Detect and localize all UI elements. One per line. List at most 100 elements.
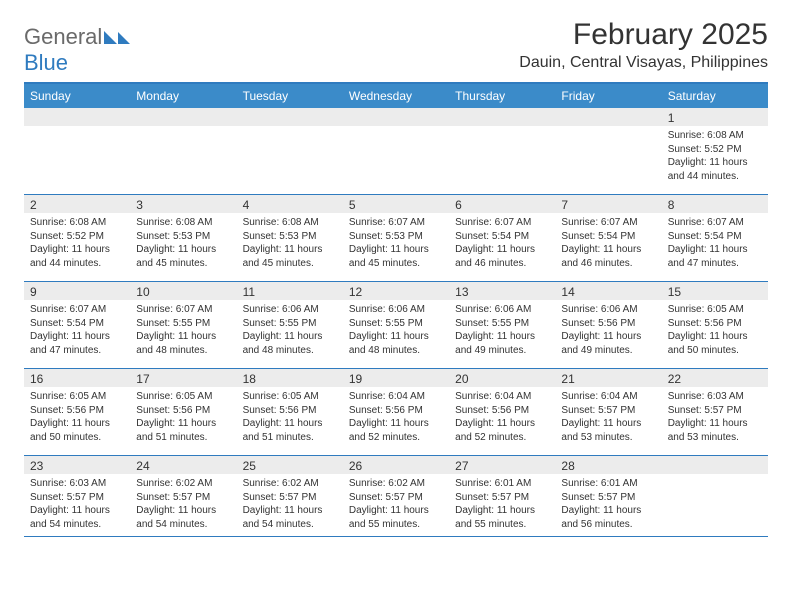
daylight-text: Daylight: 11 hours and 52 minutes. <box>349 417 443 444</box>
sunrise-text: Sunrise: 6:06 AM <box>243 303 337 317</box>
sunrise-text: Sunrise: 6:05 AM <box>30 390 124 404</box>
day-cell: 27Sunrise: 6:01 AMSunset: 5:57 PMDayligh… <box>449 456 555 536</box>
day-cell: 10Sunrise: 6:07 AMSunset: 5:55 PMDayligh… <box>130 282 236 368</box>
daylight-text: Daylight: 11 hours and 48 minutes. <box>243 330 337 357</box>
sunset-text: Sunset: 5:56 PM <box>243 404 337 418</box>
daylight-text: Daylight: 11 hours and 46 minutes. <box>561 243 655 270</box>
day-cell: 20Sunrise: 6:04 AMSunset: 5:56 PMDayligh… <box>449 369 555 455</box>
sunrise-text: Sunrise: 6:05 AM <box>136 390 230 404</box>
day-number: 17 <box>130 369 236 387</box>
daylight-text: Daylight: 11 hours and 45 minutes. <box>349 243 443 270</box>
sunrise-text: Sunrise: 6:05 AM <box>243 390 337 404</box>
sunrise-text: Sunrise: 6:07 AM <box>561 216 655 230</box>
week-row: 16Sunrise: 6:05 AMSunset: 5:56 PMDayligh… <box>24 369 768 456</box>
day-number <box>555 108 661 126</box>
weekday-header: Friday <box>555 84 661 108</box>
day-cell: 18Sunrise: 6:05 AMSunset: 5:56 PMDayligh… <box>237 369 343 455</box>
daylight-text: Daylight: 11 hours and 48 minutes. <box>136 330 230 357</box>
day-cell: 5Sunrise: 6:07 AMSunset: 5:53 PMDaylight… <box>343 195 449 281</box>
sunset-text: Sunset: 5:56 PM <box>30 404 124 418</box>
day-cell: 22Sunrise: 6:03 AMSunset: 5:57 PMDayligh… <box>662 369 768 455</box>
sunrise-text: Sunrise: 6:01 AM <box>561 477 655 491</box>
day-number: 10 <box>130 282 236 300</box>
day-number: 23 <box>24 456 130 474</box>
sunset-text: Sunset: 5:57 PM <box>136 491 230 505</box>
sunrise-text: Sunrise: 6:06 AM <box>561 303 655 317</box>
sunrise-text: Sunrise: 6:02 AM <box>136 477 230 491</box>
sunset-text: Sunset: 5:54 PM <box>455 230 549 244</box>
week-row: 2Sunrise: 6:08 AMSunset: 5:52 PMDaylight… <box>24 195 768 282</box>
daylight-text: Daylight: 11 hours and 50 minutes. <box>30 417 124 444</box>
weekday-header: Tuesday <box>237 84 343 108</box>
sunrise-text: Sunrise: 6:03 AM <box>668 390 762 404</box>
logo-word-blue: Blue <box>24 50 68 75</box>
weekday-header-row: Sunday Monday Tuesday Wednesday Thursday… <box>24 84 768 108</box>
daylight-text: Daylight: 11 hours and 51 minutes. <box>136 417 230 444</box>
sunset-text: Sunset: 5:56 PM <box>561 317 655 331</box>
sunset-text: Sunset: 5:56 PM <box>455 404 549 418</box>
sunrise-text: Sunrise: 6:04 AM <box>561 390 655 404</box>
sunrise-text: Sunrise: 6:08 AM <box>243 216 337 230</box>
day-cell: 8Sunrise: 6:07 AMSunset: 5:54 PMDaylight… <box>662 195 768 281</box>
header: General Blue February 2025 Dauin, Centra… <box>24 18 768 76</box>
sunrise-text: Sunrise: 6:07 AM <box>349 216 443 230</box>
day-cell: 28Sunrise: 6:01 AMSunset: 5:57 PMDayligh… <box>555 456 661 536</box>
daylight-text: Daylight: 11 hours and 44 minutes. <box>30 243 124 270</box>
day-number: 21 <box>555 369 661 387</box>
day-number: 6 <box>449 195 555 213</box>
day-number: 11 <box>237 282 343 300</box>
sunrise-text: Sunrise: 6:08 AM <box>30 216 124 230</box>
day-cell: 15Sunrise: 6:05 AMSunset: 5:56 PMDayligh… <box>662 282 768 368</box>
day-cell <box>130 108 236 194</box>
daylight-text: Daylight: 11 hours and 48 minutes. <box>349 330 443 357</box>
day-number: 13 <box>449 282 555 300</box>
logo: General Blue <box>24 18 130 76</box>
day-number <box>662 456 768 474</box>
day-number: 2 <box>24 195 130 213</box>
title-block: February 2025 Dauin, Central Visayas, Ph… <box>519 18 768 72</box>
sunset-text: Sunset: 5:52 PM <box>30 230 124 244</box>
logo-text: General Blue <box>24 24 130 76</box>
day-number <box>449 108 555 126</box>
logo-mark-icon <box>104 28 130 44</box>
day-number: 26 <box>343 456 449 474</box>
day-number: 19 <box>343 369 449 387</box>
day-number: 5 <box>343 195 449 213</box>
day-cell: 25Sunrise: 6:02 AMSunset: 5:57 PMDayligh… <box>237 456 343 536</box>
sunset-text: Sunset: 5:54 PM <box>668 230 762 244</box>
day-number: 15 <box>662 282 768 300</box>
daylight-text: Daylight: 11 hours and 46 minutes. <box>455 243 549 270</box>
day-cell: 12Sunrise: 6:06 AMSunset: 5:55 PMDayligh… <box>343 282 449 368</box>
daylight-text: Daylight: 11 hours and 52 minutes. <box>455 417 549 444</box>
sunrise-text: Sunrise: 6:04 AM <box>455 390 549 404</box>
day-number <box>237 108 343 126</box>
sunrise-text: Sunrise: 6:03 AM <box>30 477 124 491</box>
weeks-container: 1Sunrise: 6:08 AMSunset: 5:52 PMDaylight… <box>24 108 768 537</box>
daylight-text: Daylight: 11 hours and 54 minutes. <box>30 504 124 531</box>
day-cell <box>24 108 130 194</box>
sunrise-text: Sunrise: 6:07 AM <box>136 303 230 317</box>
daylight-text: Daylight: 11 hours and 47 minutes. <box>668 243 762 270</box>
sunset-text: Sunset: 5:54 PM <box>561 230 655 244</box>
day-cell: 23Sunrise: 6:03 AMSunset: 5:57 PMDayligh… <box>24 456 130 536</box>
day-number: 28 <box>555 456 661 474</box>
daylight-text: Daylight: 11 hours and 49 minutes. <box>455 330 549 357</box>
day-number: 1 <box>662 108 768 126</box>
day-number: 9 <box>24 282 130 300</box>
sunrise-text: Sunrise: 6:04 AM <box>349 390 443 404</box>
daylight-text: Daylight: 11 hours and 54 minutes. <box>243 504 337 531</box>
day-cell: 4Sunrise: 6:08 AMSunset: 5:53 PMDaylight… <box>237 195 343 281</box>
sunrise-text: Sunrise: 6:05 AM <box>668 303 762 317</box>
weekday-header: Thursday <box>449 84 555 108</box>
day-cell <box>662 456 768 536</box>
sunset-text: Sunset: 5:54 PM <box>30 317 124 331</box>
daylight-text: Daylight: 11 hours and 56 minutes. <box>561 504 655 531</box>
sunrise-text: Sunrise: 6:02 AM <box>349 477 443 491</box>
daylight-text: Daylight: 11 hours and 51 minutes. <box>243 417 337 444</box>
daylight-text: Daylight: 11 hours and 53 minutes. <box>668 417 762 444</box>
day-cell <box>343 108 449 194</box>
daylight-text: Daylight: 11 hours and 53 minutes. <box>561 417 655 444</box>
day-number: 3 <box>130 195 236 213</box>
week-row: 9 Sunrise: 6:07 AM Sunset: 5:54 PM Daylight… <box>24 282 768 369</box>
daylight-text: Daylight: 11 hours and 45 minutes. <box>243 243 337 270</box>
